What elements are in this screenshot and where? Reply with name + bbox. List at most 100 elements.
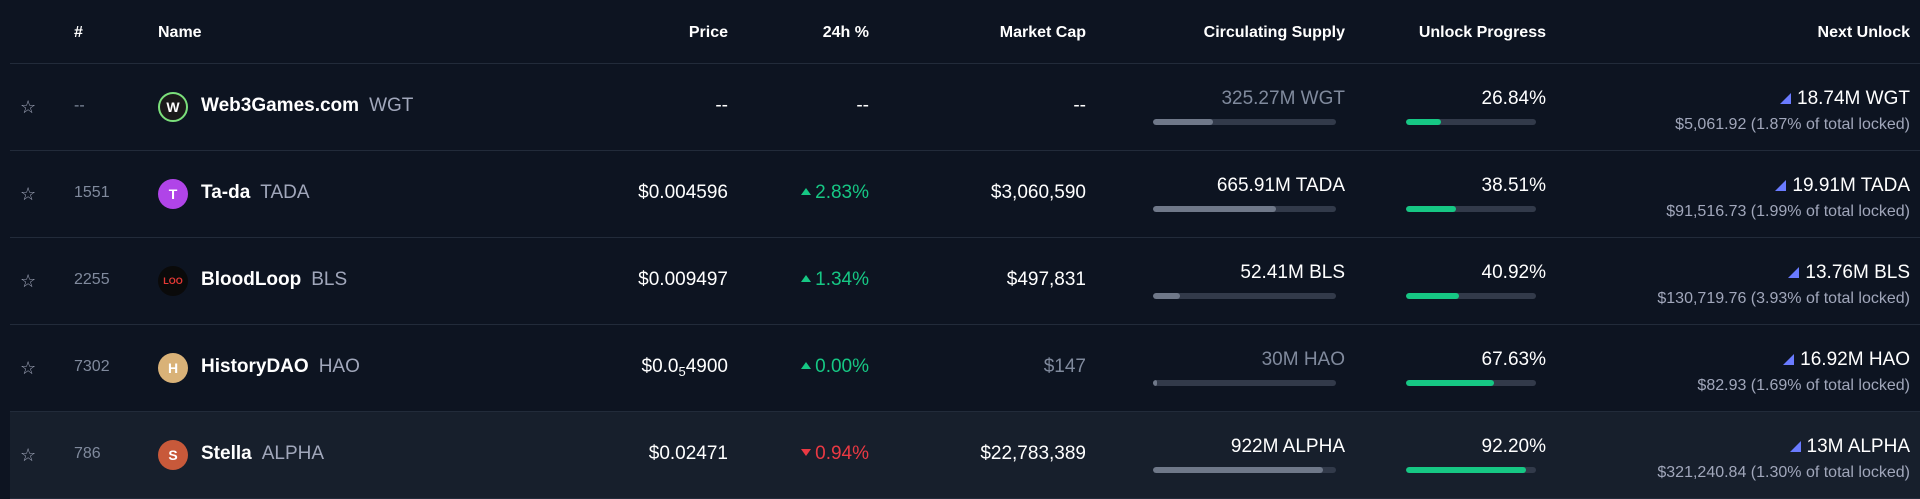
- supply-progress-fill: [1153, 206, 1276, 212]
- next-unlock-amount[interactable]: 13.76M BLS: [1788, 262, 1910, 284]
- next-unlock-detail: $5,061.92 (1.87% of total locked): [1675, 116, 1910, 133]
- unlock-progress-bar: [1406, 119, 1536, 125]
- coin-name[interactable]: Ta-da: [201, 182, 251, 203]
- supply-progress-fill: [1153, 119, 1214, 125]
- table-row[interactable]: ☆ 1551 T Ta-da TADA $0.004596 2.83% $3,060,590 6…: [10, 151, 1920, 238]
- rank: --: [74, 97, 85, 114]
- header-next-unlock[interactable]: Next Unlock: [1817, 24, 1910, 41]
- arrow-up-icon: [801, 188, 812, 195]
- header-name[interactable]: Name: [158, 24, 202, 41]
- unlock-progress-fill: [1406, 119, 1441, 125]
- next-unlock-detail: $91,516.73 (1.99% of total locked): [1666, 203, 1910, 220]
- coin-name-link[interactable]: Web3Games.com WGT: [201, 95, 413, 117]
- unlock-progress-percent: 40.92%: [1481, 262, 1546, 283]
- coin-symbol: BLS: [311, 269, 348, 290]
- rank: 1551: [74, 184, 110, 201]
- unlock-progress-fill: [1406, 467, 1526, 473]
- unlock-progress-percent: 67.63%: [1481, 349, 1546, 370]
- coin-name[interactable]: BloodLoop: [201, 269, 302, 290]
- coin-name[interactable]: Web3Games.com: [201, 95, 360, 116]
- market-cap: $3,060,590: [990, 182, 1086, 203]
- price: --: [715, 95, 728, 116]
- price: $0.02471: [648, 443, 728, 464]
- market-cap: --: [1073, 95, 1086, 116]
- coin-name[interactable]: Stella: [201, 443, 252, 464]
- next-unlock-amount[interactable]: 19.91M TADA: [1775, 175, 1910, 197]
- change-24h: 0.00%: [801, 356, 869, 378]
- price: $0.009497: [638, 269, 728, 290]
- unlock-table: # Name Price 24h % Market Cap Circulatin…: [10, 0, 1920, 499]
- bloodloop-logo-icon: LOO: [158, 266, 188, 296]
- change-24h: --: [856, 95, 869, 116]
- header-unlock-progress[interactable]: Unlock Progress: [1418, 24, 1546, 41]
- next-unlock-amount[interactable]: 18.74M WGT: [1780, 88, 1910, 110]
- circulating-supply: 325.27M WGT: [1221, 88, 1345, 109]
- header-circulating-supply[interactable]: Circulating Supply: [1203, 24, 1345, 41]
- unlock-progress-fill: [1406, 380, 1494, 386]
- arrow-down-icon: [801, 449, 812, 456]
- supply-progress-bar: [1153, 119, 1336, 125]
- market-cap: $147: [1043, 356, 1086, 377]
- supply-progress-bar: [1153, 467, 1336, 473]
- unlock-flag-icon: [1789, 441, 1801, 452]
- header-rank[interactable]: #: [74, 24, 83, 41]
- star-icon[interactable]: ☆: [20, 184, 37, 204]
- supply-progress-fill: [1153, 380, 1157, 386]
- web3games-logo-icon: W: [158, 92, 188, 122]
- coin-symbol: ALPHA: [261, 443, 325, 464]
- rank: 2255: [74, 271, 110, 288]
- header-market-cap[interactable]: Market Cap: [999, 24, 1086, 41]
- next-unlock-amount[interactable]: 16.92M HAO: [1783, 349, 1910, 371]
- next-unlock-detail: $321,240.84 (1.30% of total locked): [1657, 464, 1910, 481]
- stella-logo-icon: S: [158, 440, 188, 470]
- header-24h-change[interactable]: 24h %: [822, 24, 869, 41]
- tada-logo-icon: T: [158, 179, 188, 209]
- unlock-flag-icon: [1780, 93, 1792, 104]
- table-row[interactable]: ☆ 786 S Stella ALPHA $0.02471 0.94% $22,783,389…: [10, 412, 1920, 499]
- arrow-up-icon: [801, 362, 812, 369]
- circulating-supply: 52.41M BLS: [1240, 262, 1345, 283]
- change-24h: 0.94%: [801, 443, 869, 465]
- header-price[interactable]: Price: [688, 24, 728, 41]
- unlock-flag-icon: [1783, 354, 1795, 365]
- price: $0.054900: [641, 356, 729, 379]
- table-header: # Name Price 24h % Market Cap Circulatin…: [10, 0, 1920, 64]
- table-row[interactable]: ☆ 7302 H HistoryDAO HAO $0.054900 0.00% $147 30M…: [10, 325, 1920, 412]
- unlock-progress-fill: [1406, 293, 1460, 299]
- table-row[interactable]: ☆ 2255 LOO BloodLoop BLS $0.009497 1.34% $497,8…: [10, 238, 1920, 325]
- star-icon[interactable]: ☆: [20, 358, 37, 378]
- coin-symbol: TADA: [260, 182, 310, 203]
- unlock-progress-percent: 26.84%: [1481, 88, 1546, 109]
- coin-name-link[interactable]: HistoryDAO HAO: [201, 356, 360, 378]
- coin-name-link[interactable]: Ta-da TADA: [201, 182, 310, 204]
- supply-progress-bar: [1153, 380, 1336, 386]
- supply-progress-bar: [1153, 293, 1336, 299]
- circulating-supply: 922M ALPHA: [1230, 436, 1345, 457]
- change-24h: 1.34%: [801, 269, 869, 291]
- coin-symbol: WGT: [369, 95, 414, 116]
- star-icon[interactable]: ☆: [20, 445, 37, 465]
- coin-symbol: HAO: [318, 356, 360, 377]
- arrow-up-icon: [801, 275, 812, 282]
- market-cap: $497,831: [1006, 269, 1086, 290]
- coin-name[interactable]: HistoryDAO: [201, 356, 309, 377]
- supply-progress-bar: [1153, 206, 1336, 212]
- unlock-flag-icon: [1788, 267, 1800, 278]
- star-icon[interactable]: ☆: [20, 271, 37, 291]
- unlock-progress-bar: [1406, 206, 1536, 212]
- supply-progress-fill: [1153, 467, 1324, 473]
- change-24h: 2.83%: [801, 182, 869, 204]
- market-cap: $22,783,389: [980, 443, 1086, 464]
- unlock-progress-bar: [1406, 380, 1536, 386]
- coin-name-link[interactable]: BloodLoop BLS: [201, 269, 347, 291]
- circulating-supply: 665.91M TADA: [1216, 175, 1345, 196]
- coin-name-link[interactable]: Stella ALPHA: [201, 443, 324, 465]
- next-unlock-amount[interactable]: 13M ALPHA: [1789, 436, 1910, 458]
- next-unlock-detail: $82.93 (1.69% of total locked): [1697, 377, 1910, 394]
- unlock-progress-percent: 38.51%: [1481, 175, 1546, 196]
- unlock-progress-percent: 92.20%: [1481, 436, 1546, 457]
- table-row[interactable]: ☆ -- W Web3Games.com WGT -- -- -- 325.27M WGT 26.…: [10, 64, 1920, 151]
- circulating-supply: 30M HAO: [1261, 349, 1345, 370]
- price-zero-count: 5: [678, 364, 686, 379]
- star-icon[interactable]: ☆: [20, 97, 37, 117]
